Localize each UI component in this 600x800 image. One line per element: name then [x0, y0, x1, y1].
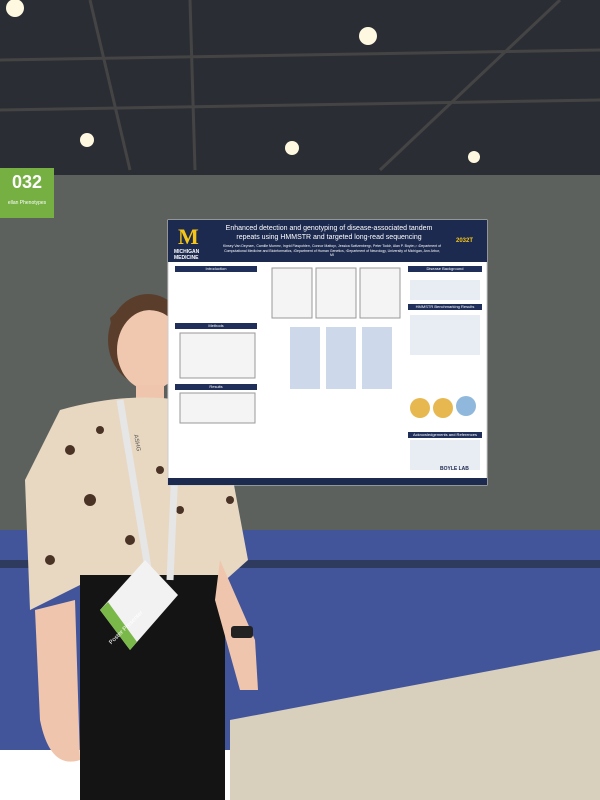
affiliations: ¹Department of Computational Medicine an…: [224, 244, 442, 257]
section-header: HMMSTR Benchmarking Results: [408, 304, 482, 310]
poster-footer: [168, 478, 487, 485]
ceiling: [0, 0, 600, 185]
poster-figures: [179, 267, 480, 470]
board-sign: [0, 168, 54, 218]
poster-title: Enhanced detection and genotyping of dis…: [225, 225, 433, 241]
section-header: Results: [175, 384, 257, 390]
ceiling-lights: [6, 0, 480, 163]
section-header: Acknowledgements and References: [408, 432, 482, 438]
logo-text: MICHIGAN MEDICINE: [174, 249, 200, 261]
board-base: [0, 560, 600, 568]
poster-id: 2032T: [456, 238, 474, 244]
authors: Kinsey Van Deynze¹, Camille Mumm², Ingri…: [222, 244, 417, 248]
logo-letter: M: [178, 224, 199, 249]
section-header: Methods: [175, 323, 257, 329]
board-number: 032: [11, 172, 43, 192]
lab-name: BOYLE LAB: [440, 466, 469, 472]
poster-header: [168, 220, 487, 262]
ceiling-beams: [0, 0, 600, 172]
section-header: Introduction: [175, 266, 257, 272]
poster-authors: Kinsey Van Deynze¹, Camille Mumm², Ingri…: [222, 244, 442, 258]
board-topic: ellan Phenotypes: [7, 200, 47, 206]
floor: [230, 650, 600, 800]
section-header: Disease Background: [408, 266, 482, 272]
